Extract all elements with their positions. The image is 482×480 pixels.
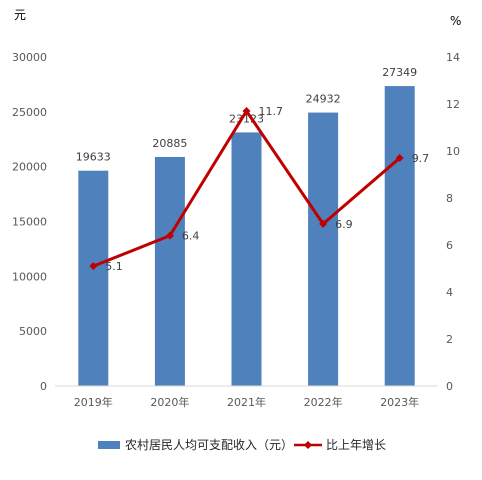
right-axis-ticks: 0 2 4 6 8 10 12 14 [446,51,460,393]
legend-line-marker [304,441,312,449]
line-value-label: 5.1 [105,260,123,273]
legend: 农村居民人均可支配收入（元） 比上年增长 [98,438,386,452]
right-tick-label: 10 [446,145,460,158]
x-tick-label: 2022年 [304,395,343,409]
bar-value-label: 27349 [382,66,417,79]
line-series [89,107,404,271]
left-tick-label: 30000 [12,51,47,64]
left-tick-label: 5000 [19,325,47,338]
x-tick-label: 2021年 [227,395,266,409]
line-value-label: 6.9 [335,218,353,231]
right-tick-label: 12 [446,98,460,111]
line-point [165,231,174,240]
bar-value-label: 20885 [152,137,187,150]
legend-bar-swatch [98,441,120,449]
line-value-label: 6.4 [182,230,200,243]
right-tick-label: 0 [446,380,453,393]
x-axis-labels: 2019年 2020年 2021年 2022年 2023年 [74,395,419,409]
right-tick-label: 8 [446,192,453,205]
left-axis-unit: 元 [14,8,26,22]
left-tick-label: 0 [40,380,47,393]
left-tick-label: 15000 [12,216,47,229]
x-tick-label: 2020年 [150,395,189,409]
bar-value-label: 24932 [306,93,341,106]
bar [308,112,339,386]
line-point [319,219,328,228]
bar [78,170,109,386]
bar [154,156,185,386]
line-point [242,107,251,116]
left-axis-ticks: 0 5000 10000 15000 20000 25000 30000 [12,51,47,393]
bar-value-label: 19633 [76,151,111,164]
x-tick-label: 2023年 [380,395,419,409]
left-tick-label: 20000 [12,161,47,174]
x-tick-label: 2019年 [74,395,113,409]
bar [231,132,262,386]
left-tick-label: 10000 [12,270,47,283]
legend-line-label: 比上年增长 [326,438,386,452]
line-point [395,154,404,163]
line-value-label: 9.7 [412,152,430,165]
legend-bar-label: 农村居民人均可支配收入（元） [125,438,293,452]
right-tick-label: 2 [446,333,453,346]
right-axis-unit: % [450,14,461,28]
right-tick-label: 4 [446,286,453,299]
line-point [89,262,98,271]
bar-series [78,86,415,386]
right-tick-label: 6 [446,239,453,252]
right-tick-label: 14 [446,51,460,64]
left-tick-label: 25000 [12,106,47,119]
line-value-label: 11.7 [259,105,284,118]
line-labels: 5.1 6.4 11.7 6.9 9.7 [105,105,429,273]
bar [384,86,415,386]
